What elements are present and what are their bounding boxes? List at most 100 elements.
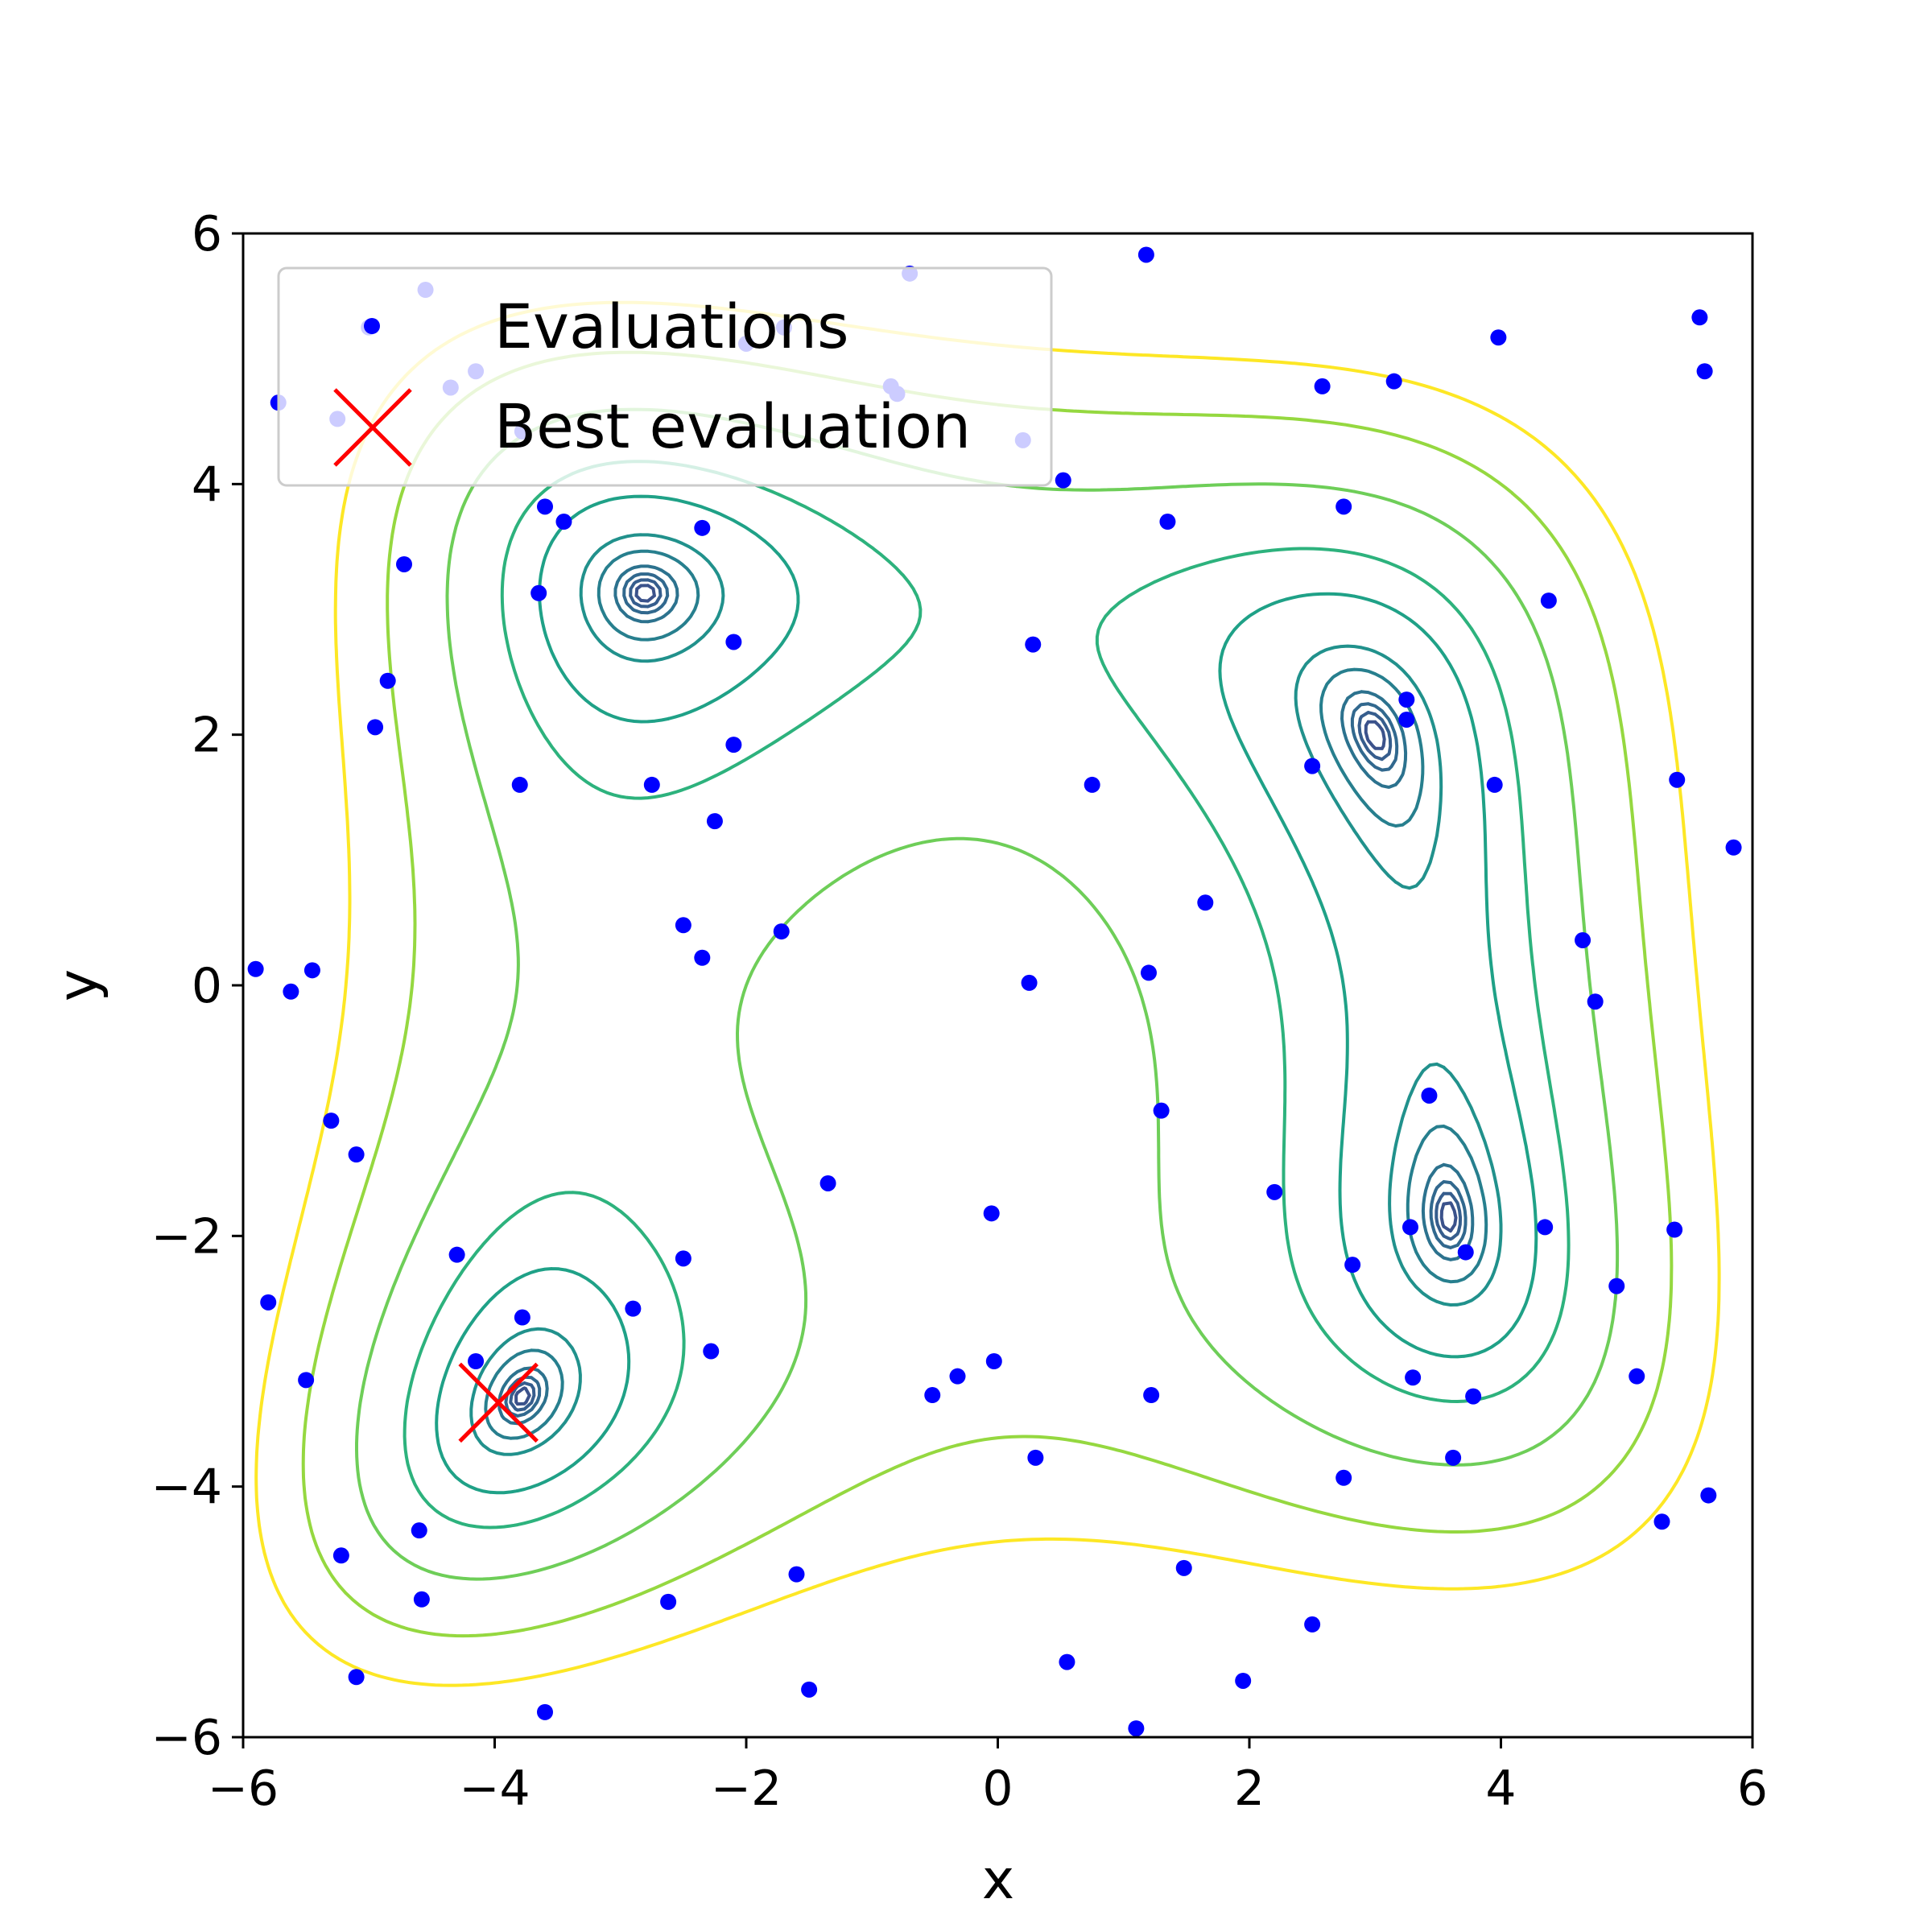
y-tick-label: −2 <box>151 1208 222 1265</box>
evaluation-point <box>725 634 742 650</box>
y-tick-label: 4 <box>192 456 222 513</box>
evaluation-point <box>1587 993 1604 1010</box>
evaluation-point <box>1084 776 1100 793</box>
evaluation-point <box>1153 1102 1170 1119</box>
evaluation-point <box>1398 711 1415 728</box>
evaluation-point <box>1314 378 1331 394</box>
contour-level-5 <box>469 533 1503 1456</box>
contour-level-0 <box>514 584 1458 1406</box>
evaluation-point <box>1335 498 1352 515</box>
evaluation-point <box>985 1353 1002 1369</box>
x-tick-label: 4 <box>1485 1761 1516 1817</box>
evaluation-point <box>801 1681 818 1698</box>
evaluation-point <box>1666 1221 1683 1238</box>
best-evaluation-markers <box>458 1362 539 1443</box>
evaluation-point <box>694 519 711 536</box>
legend: Evaluations Best evaluation <box>277 266 1053 487</box>
x-tick-label: −4 <box>459 1761 530 1817</box>
evaluation-point <box>694 949 711 966</box>
evaluation-point <box>1445 1449 1462 1466</box>
x-axis-label: x <box>982 1848 1014 1912</box>
evaluation-point <box>1141 964 1157 981</box>
legend-evaluations-label: Evaluations <box>494 291 849 362</box>
evaluation-point <box>514 1309 530 1326</box>
evaluation-point <box>448 1246 465 1263</box>
evaluation-point <box>1059 1653 1075 1670</box>
evaluation-point <box>643 776 660 793</box>
evaluation-point <box>1398 691 1415 708</box>
evaluation-point <box>703 1343 720 1360</box>
legend-best-evaluation-label: Best evaluation <box>494 390 971 462</box>
x-tick-label: −6 <box>208 1761 279 1817</box>
evaluation-point <box>725 737 742 753</box>
evaluation-point <box>1540 592 1557 609</box>
evaluation-point <box>1025 636 1042 653</box>
evaluation-point <box>411 1522 427 1539</box>
evaluation-point <box>1669 771 1686 788</box>
evaluation-point <box>788 1566 805 1583</box>
evaluation-point <box>537 498 553 515</box>
evaluation-point <box>660 1593 677 1610</box>
evaluation-point <box>1405 1369 1422 1386</box>
evaluation-point <box>1344 1257 1361 1274</box>
evaluation-point <box>1128 1720 1145 1737</box>
contour-level-1 <box>509 578 1463 1412</box>
contour-level-6 <box>435 494 1538 1495</box>
evaluation-point <box>260 1294 277 1311</box>
y-tick-label: 6 <box>192 206 222 262</box>
x-tick-label: 2 <box>1234 1761 1265 1817</box>
evaluation-point <box>706 813 723 830</box>
evaluation-point <box>298 1372 315 1389</box>
evaluation-point <box>983 1205 1000 1222</box>
evaluation-point <box>413 1591 430 1608</box>
evaluation-point <box>323 1113 340 1129</box>
x-tick-label: 0 <box>982 1761 1013 1817</box>
evaluation-point <box>1575 931 1591 948</box>
evaluation-point <box>1021 974 1038 991</box>
evaluation-point <box>1465 1388 1482 1405</box>
evaluation-point <box>367 719 384 736</box>
evaluation-point <box>1175 1559 1192 1576</box>
evaluation-point <box>555 514 572 530</box>
contour-level-8 <box>355 407 1620 1581</box>
evaluation-point <box>530 584 547 601</box>
evaluation-point <box>1143 1387 1160 1404</box>
evaluation-point <box>1421 1087 1438 1104</box>
evaluation-point <box>1608 1278 1625 1294</box>
y-tick-label: −6 <box>151 1710 222 1766</box>
evaluation-point <box>675 1250 691 1267</box>
x-axis-ticks: −6 −4 −2 0 2 4 6 <box>208 1737 1768 1817</box>
evaluation-point <box>1266 1183 1283 1200</box>
evaluation-point <box>1402 1219 1418 1236</box>
evaluation-point <box>1304 1616 1321 1633</box>
y-axis-ticks: −6 −4 −2 0 2 4 6 <box>151 206 243 1766</box>
evaluation-point <box>1486 776 1503 793</box>
evaluation-point <box>1055 472 1071 489</box>
evaluation-point <box>1304 758 1321 774</box>
evaluation-point <box>1159 514 1176 530</box>
evaluation-point <box>1629 1368 1645 1385</box>
evaluation-point <box>396 555 412 572</box>
evaluation-point <box>1700 1487 1717 1504</box>
evaluation-point <box>819 1174 836 1191</box>
evaluation-point <box>949 1368 966 1385</box>
evaluation-point <box>1137 246 1154 263</box>
evaluation-point <box>1537 1219 1554 1236</box>
y-tick-label: −4 <box>151 1459 222 1516</box>
evaluation-point <box>511 776 528 793</box>
evaluation-point <box>468 1353 485 1369</box>
evaluation-point <box>1197 894 1214 911</box>
best-evaluation-marker <box>458 1362 539 1443</box>
evaluation-point <box>247 960 264 977</box>
evaluation-point <box>1653 1513 1670 1530</box>
evaluation-point <box>379 672 396 689</box>
evaluation-point <box>625 1300 642 1317</box>
y-tick-label: 0 <box>192 958 222 1014</box>
evaluation-point <box>303 962 320 979</box>
evaluation-point <box>332 1547 349 1564</box>
legend-best-evaluation-marker <box>333 388 412 467</box>
evaluation-point <box>283 983 299 1000</box>
evaluation-point <box>675 917 691 934</box>
evaluation-point <box>1691 309 1708 326</box>
